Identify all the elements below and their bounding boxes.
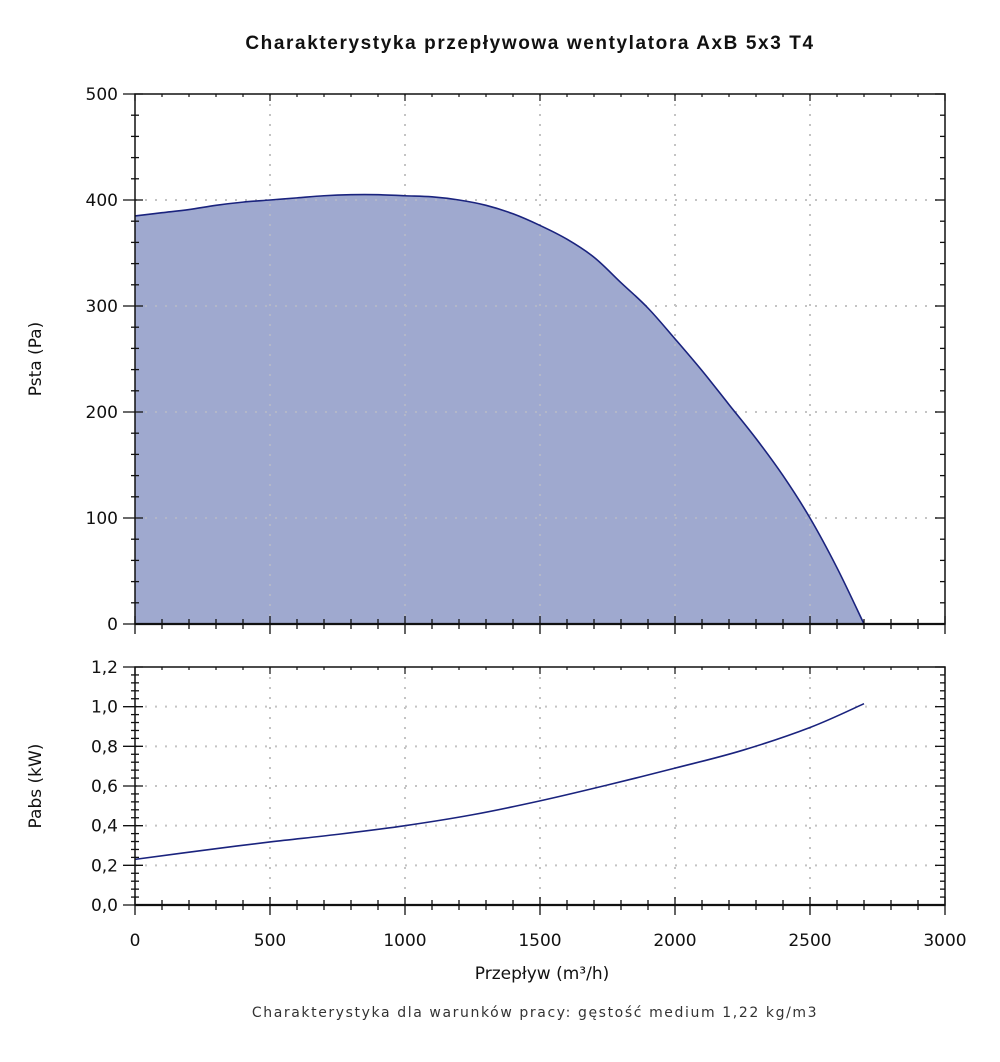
power-y-tick-label: 0,4 (91, 817, 118, 837)
power-y-tick-label: 0,8 (91, 737, 118, 757)
x-tick-label: 500 (254, 931, 286, 951)
x-tick-labels: 0 500 1000 1500 2000 2500 3000 (130, 931, 967, 951)
pressure-y-tick-label: 200 (86, 403, 118, 423)
x-tick-label: 0 (130, 931, 141, 951)
power-y-tick-label: 0,6 (91, 777, 118, 797)
power-y-tick-label: 1,0 (91, 698, 118, 718)
pressure-area (135, 194, 864, 624)
pressure-y-axis-title: Psta (Pa) (26, 322, 46, 396)
pressure-grid-overlay (135, 94, 945, 624)
pressure-y-tick-label: 500 (86, 85, 118, 105)
power-axes (123, 666, 946, 915)
x-tick-label: 1500 (518, 931, 561, 951)
power-y-axis-title: Pabs (kW) (26, 744, 46, 829)
pressure-y-tick-label: 100 (86, 509, 118, 529)
pressure-y-tick-label: 300 (86, 297, 118, 317)
pressure-curve (134, 193, 945, 625)
power-curve (134, 702, 865, 861)
power-y-tick-label: 0,0 (91, 896, 118, 916)
x-tick-label: 3000 (923, 931, 966, 951)
power-plot: 0,0 0,2 0,4 0,6 0,8 1,0 1,2 0 500 1000 1500 2000 25… (26, 658, 967, 951)
power-y-tick-label: 0,2 (91, 856, 118, 876)
pressure-y-tick-label: 0 (107, 615, 118, 635)
pressure-y-tick-label: 400 (86, 191, 118, 211)
x-tick-label: 2500 (788, 931, 831, 951)
power-y-tick-label: 1,2 (91, 658, 118, 678)
pressure-axes (123, 93, 946, 634)
x-tick-label: 1000 (383, 931, 426, 951)
footer-note: Charakterystyka dla warunków pracy: gęst… (252, 1005, 818, 1021)
pressure-plot: 0 100 200 300 400 500 Psta (Pa) (26, 85, 946, 635)
power-y-tick-labels: 0,0 0,2 0,4 0,6 0,8 1,0 1,2 (91, 658, 118, 916)
power-grid (135, 667, 945, 905)
pressure-y-tick-labels: 0 100 200 300 400 500 (86, 85, 118, 635)
x-axis-title: Przepływ (m³/h) (475, 964, 609, 984)
x-tick-label: 2000 (653, 931, 696, 951)
chart-title: Charakterystyka przepływowa wentylatora … (245, 33, 814, 54)
